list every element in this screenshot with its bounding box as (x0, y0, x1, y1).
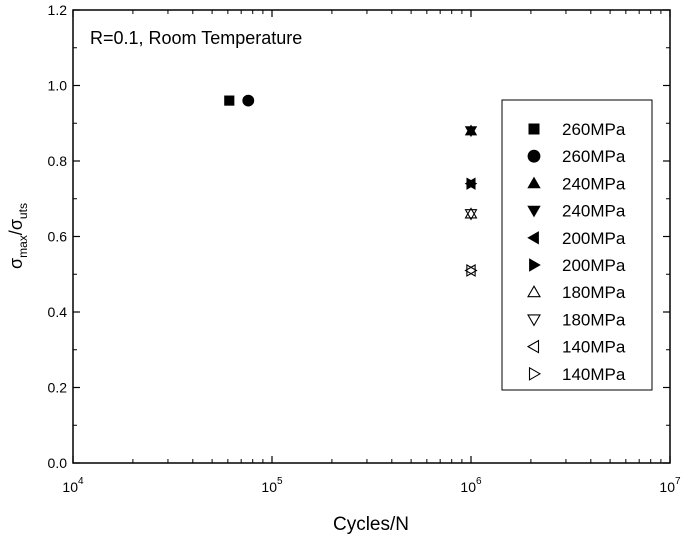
x-tick-base: 10 (261, 479, 277, 495)
y-tick-label: 0.6 (48, 229, 68, 245)
y-tick-label: 1.0 (48, 78, 68, 94)
y-tick-label: 0.2 (48, 380, 68, 396)
legend-marker-square (528, 123, 540, 135)
y-label-sub-uts: uts (16, 203, 30, 219)
data-point-140mpa-triangle-right (466, 264, 478, 277)
x-axis-label: Cycles/N (333, 514, 409, 535)
legend-label: 140MPa (562, 338, 626, 357)
y-axis-label: σmax/σuts (6, 203, 30, 269)
x-tick-exponent: 6 (476, 476, 482, 487)
data-points (224, 94, 478, 277)
data-point-180mpa-triangle-up (464, 207, 478, 219)
data-point-260mpa-square (224, 95, 235, 106)
data-point-260mpa-circle (242, 94, 255, 107)
chart-annotation: R=0.1, Room Temperature (90, 28, 302, 48)
x-tick-label: 107 (659, 476, 681, 495)
data-point-180mpa-triangle-down (464, 209, 478, 221)
y-label-sigma: σ (6, 258, 26, 269)
x-tick-label: 104 (62, 476, 84, 495)
legend-marker-triangle-right (528, 366, 542, 381)
y-label-slash: / (6, 230, 26, 235)
legend-box (501, 99, 653, 391)
x-tick-base: 10 (659, 479, 675, 495)
x-axis-ticks: 104 105 106 107 (62, 10, 681, 495)
y-label-sub-max: max (16, 235, 30, 258)
legend-marker-triangle-left (527, 231, 539, 245)
legend-marker-triangle-up (527, 285, 541, 298)
y-tick-label: 1.2 (48, 2, 68, 18)
y-tick-label: 0.8 (48, 153, 68, 169)
x-tick-exponent: 7 (675, 476, 681, 487)
legend-label: 200MPa (562, 229, 626, 248)
data-point-240mpa-triangle-down (464, 126, 478, 138)
y-axis-ticks: 0.0 0.2 0.4 0.6 0.8 1.0 1.2 (48, 2, 670, 471)
legend-marker-triangle-right (529, 258, 541, 272)
legend-marker-triangle-up (527, 176, 541, 189)
x-tick-exponent: 4 (78, 476, 84, 487)
legend-label: 240MPa (562, 202, 626, 221)
x-tick-label: 105 (261, 476, 283, 495)
legend-marker-triangle-down (527, 314, 541, 327)
y-tick-label: 0.4 (48, 304, 68, 320)
x-tick-label: 106 (460, 476, 482, 495)
legend-label: 260MPa (562, 120, 626, 139)
data-point-140mpa-triangle-left (464, 264, 476, 277)
y-label-sigma-2: σ (6, 219, 26, 230)
legend-label: 140MPa (562, 365, 626, 384)
legend-marker-circle (527, 149, 541, 163)
legend-label: 200MPa (562, 256, 626, 275)
y-tick-label: 0.0 (48, 455, 68, 471)
legend-label: 180MPa (562, 310, 626, 329)
legend-label: 240MPa (562, 174, 626, 193)
data-point-200mpa-triangle-right (466, 177, 478, 190)
legend-marker-triangle-down (527, 205, 541, 218)
legend: 260MPa 260MPa 240MPa 240MPa 200MPa 200MPa 180M… (526, 120, 626, 384)
x-tick-exponent: 5 (277, 476, 283, 487)
legend-marker-triangle-left (526, 339, 540, 354)
legend-label: 260MPa (562, 147, 626, 166)
x-tick-base: 10 (460, 479, 476, 495)
legend-label: 180MPa (562, 283, 626, 302)
x-tick-base: 10 (62, 479, 78, 495)
